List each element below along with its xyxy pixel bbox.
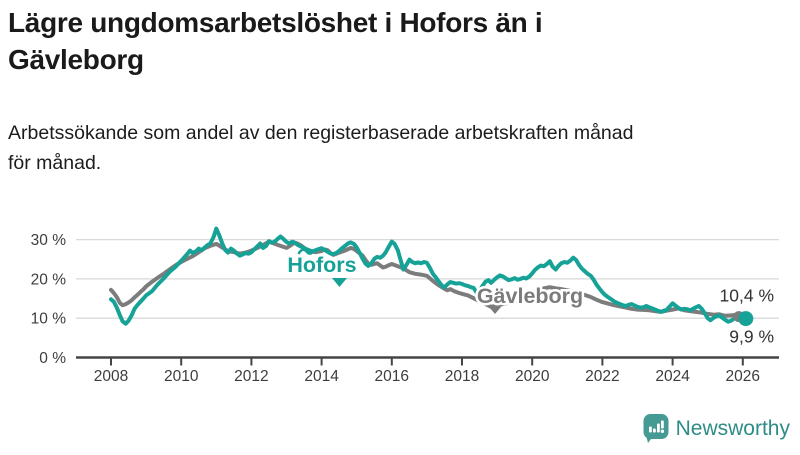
- chart-title: Lägre ungdomsarbetslöshet i Hofors än i …: [8, 4, 708, 78]
- y-axis-tick-label-20: 20 %: [31, 271, 67, 288]
- y-axis-tick-label-0: 0 %: [39, 350, 66, 367]
- newsworthy-brand-name: Newsworthy: [675, 416, 790, 440]
- x-axis-tick-label-2026: 2026: [726, 368, 760, 385]
- series-end-value-label-gävleborg: 10,4 %: [720, 286, 774, 306]
- series-label-hofors: Hofors: [287, 253, 356, 277]
- y-axis-tick-label-30: 30 %: [31, 232, 67, 249]
- hofors-label-pointer-icon: [332, 278, 347, 287]
- series-end-value-label-hofors: 9,9 %: [729, 327, 774, 347]
- x-axis-tick-label-2010: 2010: [164, 368, 199, 385]
- hofors-label-tilde-icon: [297, 248, 317, 255]
- series-label-gävleborg: Gävleborg: [477, 284, 583, 308]
- chart-subtitle-line2: för månad.: [8, 152, 102, 174]
- gavleborg-label-pointer-icon: [489, 307, 501, 314]
- x-axis-tick-label-2012: 2012: [234, 368, 268, 385]
- x-axis-tick-label-2022: 2022: [585, 368, 619, 385]
- newsworthy-logo-icon: [643, 414, 669, 443]
- chart-subtitle: Arbetssökande som andel av den registerb…: [8, 118, 800, 178]
- y-axis-tick-label-10: 10 %: [31, 311, 67, 328]
- chart-title-line1: Lägre ungdomsarbetslöshet i Hofors än i: [8, 7, 543, 38]
- series-line-hofors: [109, 226, 745, 326]
- x-axis-tick-label-2008: 2008: [94, 368, 128, 385]
- x-axis-tick-label-2016: 2016: [375, 368, 409, 385]
- x-axis-tick-label-2014: 2014: [304, 368, 339, 385]
- chart-subtitle-line1: Arbetssökande som andel av den registerb…: [8, 122, 634, 144]
- newsworthy-branding: Newsworthy: [642, 413, 790, 444]
- x-axis-tick-label-2024: 2024: [655, 368, 690, 385]
- x-axis-tick-label-2020: 2020: [515, 368, 550, 385]
- x-axis-tick-label-2018: 2018: [445, 368, 479, 385]
- series-end-dot-hofors: [738, 311, 754, 327]
- chart-title-line2: Gävleborg: [8, 44, 144, 75]
